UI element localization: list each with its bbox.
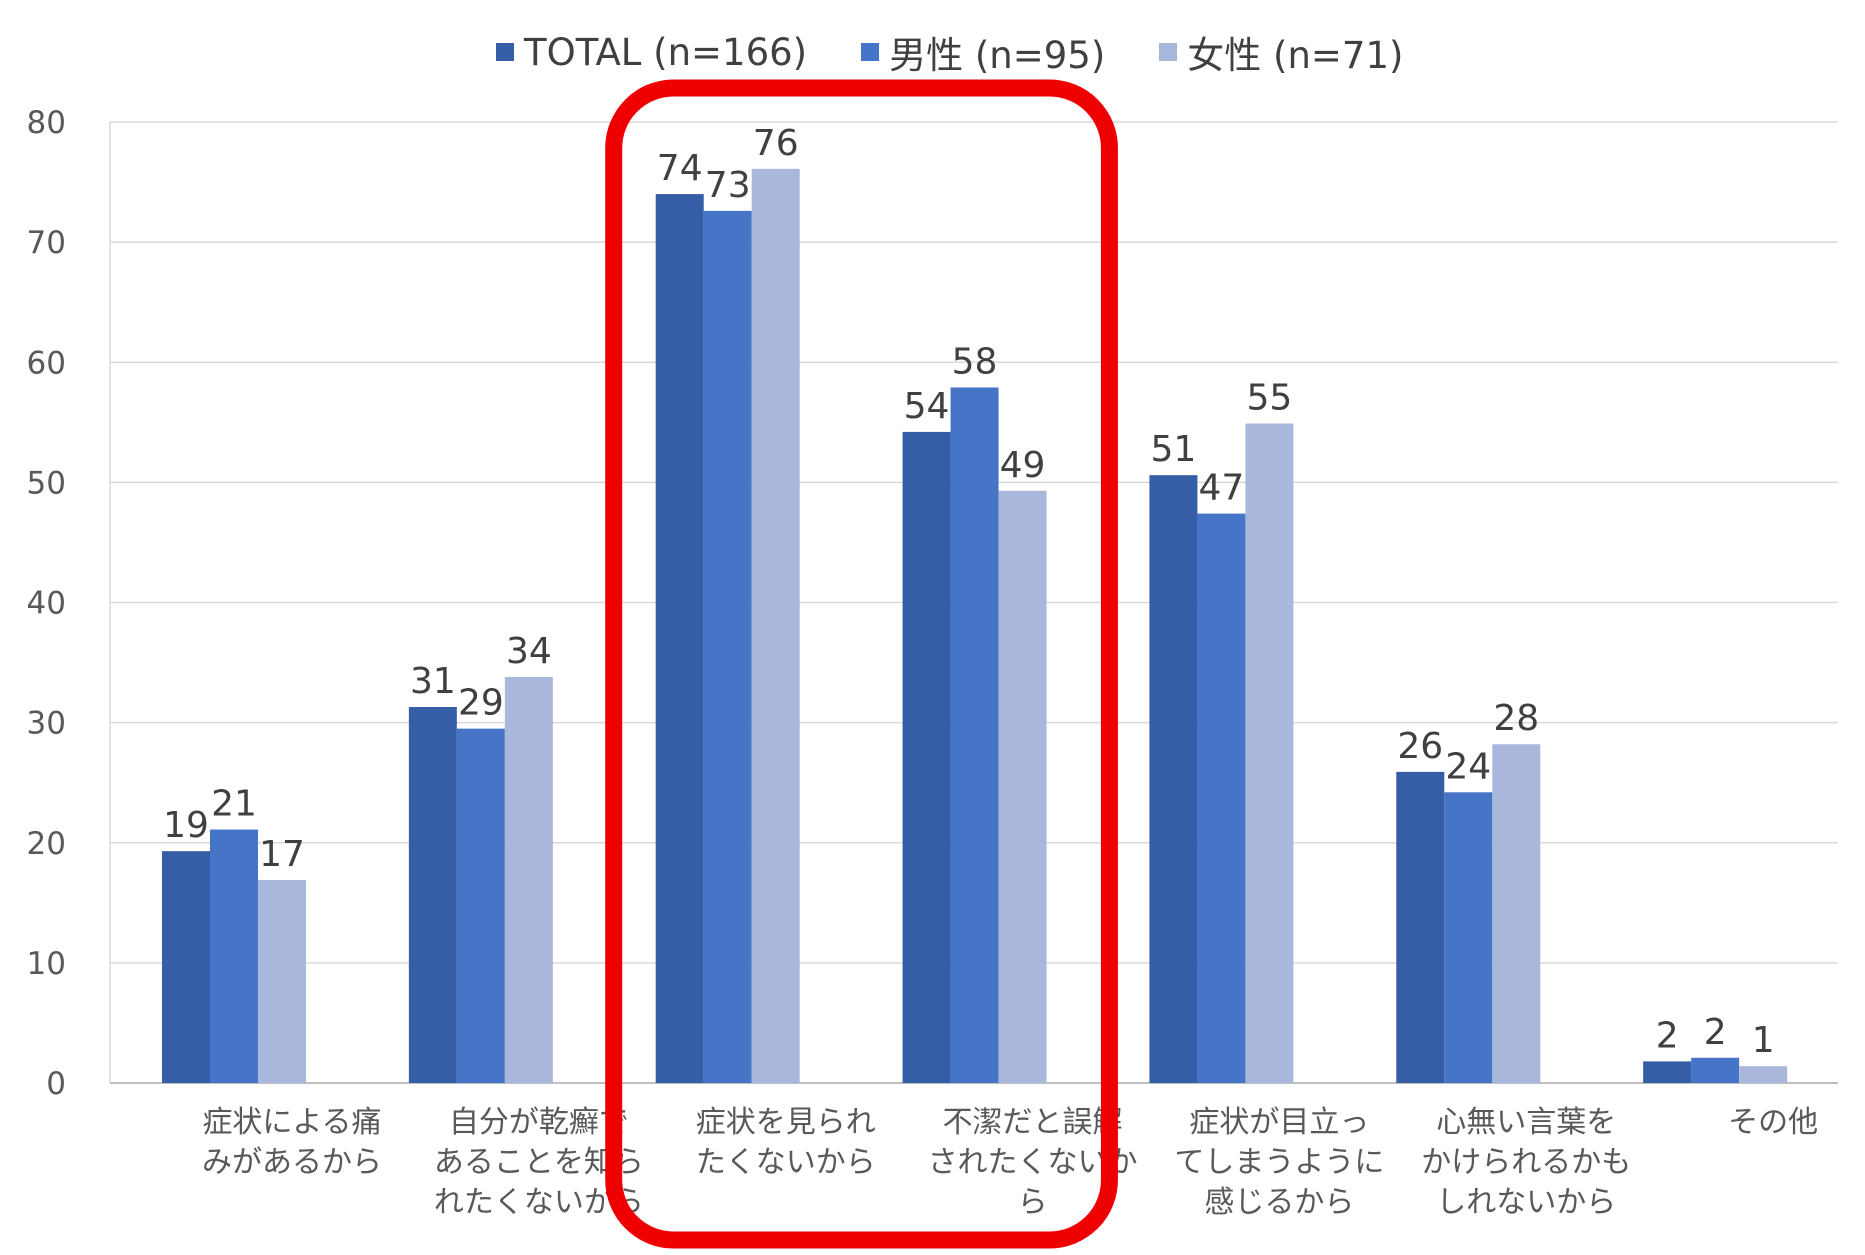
legend-label-total: TOTAL (n=166) xyxy=(524,30,808,74)
bar xyxy=(902,431,951,1083)
bar xyxy=(1739,1066,1788,1083)
y-tick-label: 0 xyxy=(46,1066,66,1102)
legend-label-male: 男性 (n=95) xyxy=(889,34,1106,77)
bar xyxy=(1691,1057,1740,1083)
legend-label-female: 女性 (n=71) xyxy=(1187,34,1404,77)
bar xyxy=(998,490,1047,1083)
bar xyxy=(504,676,553,1083)
data-label: 54 xyxy=(904,386,950,427)
legend-item-female: 女性 (n=71) xyxy=(1159,25,1403,79)
bar xyxy=(408,707,457,1083)
legend-swatch-female xyxy=(1159,43,1178,61)
data-label: 2 xyxy=(1704,1012,1727,1053)
legend: TOTAL (n=166) 男性 (n=95) 女性 (n=71) xyxy=(496,25,1457,79)
data-label: 2 xyxy=(1656,1015,1679,1056)
category-label: 感じるから xyxy=(1204,1185,1354,1220)
y-tick-label: 60 xyxy=(27,345,66,381)
bar xyxy=(703,210,752,1083)
bar xyxy=(1492,744,1541,1083)
category-label: しれないから xyxy=(1436,1185,1616,1220)
bar xyxy=(655,194,704,1083)
legend-swatch-male xyxy=(861,43,880,61)
category-label: 症状による痛 xyxy=(202,1105,381,1140)
y-tick-label: 20 xyxy=(27,826,66,862)
bar xyxy=(210,829,258,1083)
data-label: 26 xyxy=(1397,726,1443,767)
data-label: 47 xyxy=(1199,468,1245,509)
data-label: 17 xyxy=(259,834,305,875)
y-tick-label: 70 xyxy=(27,225,66,261)
data-label: 31 xyxy=(410,661,456,702)
bar xyxy=(1149,475,1198,1084)
data-label: 34 xyxy=(506,631,552,672)
data-label: 58 xyxy=(952,341,998,382)
y-tick-label: 80 xyxy=(27,105,66,141)
data-label: 21 xyxy=(211,784,257,825)
bar xyxy=(1643,1061,1692,1083)
y-tick-label: 10 xyxy=(27,946,66,982)
data-label: 49 xyxy=(1000,445,1046,486)
y-tick-label: 30 xyxy=(27,706,66,742)
category-label: 自分が乾癬で xyxy=(449,1105,629,1140)
data-label: 74 xyxy=(657,148,703,189)
bar xyxy=(1444,792,1493,1083)
highlight-box xyxy=(605,79,1118,1249)
y-tick-label: 50 xyxy=(27,465,66,501)
bar xyxy=(1245,423,1294,1083)
bar xyxy=(162,851,210,1083)
category-label: 症状が目立っ xyxy=(1189,1105,1369,1140)
data-label: 24 xyxy=(1445,746,1491,787)
data-label: 51 xyxy=(1151,429,1197,470)
data-label: 28 xyxy=(1493,698,1539,739)
bar xyxy=(258,879,306,1083)
legend-item-total: TOTAL (n=166) xyxy=(496,31,807,74)
category-label: てしまうように xyxy=(1174,1145,1384,1180)
bar xyxy=(950,387,999,1083)
bar xyxy=(456,728,505,1083)
data-label: 73 xyxy=(705,165,751,206)
data-label: 76 xyxy=(753,123,799,164)
category-label: ら xyxy=(1018,1185,1048,1220)
data-label: 1 xyxy=(1752,1020,1775,1061)
category-label: 症状を見られ xyxy=(696,1105,876,1140)
category-label: みがあるから xyxy=(202,1145,382,1180)
category-label: かけられるかも xyxy=(1421,1145,1631,1180)
bar xyxy=(1197,513,1246,1083)
category-label: 不潔だと誤解 xyxy=(943,1105,1123,1140)
bar xyxy=(751,168,800,1083)
category-label: 心無い言葉を xyxy=(1436,1105,1616,1140)
data-label: 55 xyxy=(1247,378,1293,419)
y-tick-label: 40 xyxy=(27,586,66,622)
bar xyxy=(1396,771,1445,1083)
category-label: たくないから xyxy=(696,1145,876,1180)
category-label: その他 xyxy=(1728,1105,1818,1140)
data-label: 19 xyxy=(163,805,209,846)
legend-item-male: 男性 (n=95) xyxy=(861,25,1105,79)
data-label: 29 xyxy=(458,683,504,724)
legend-swatch-total xyxy=(496,43,514,61)
